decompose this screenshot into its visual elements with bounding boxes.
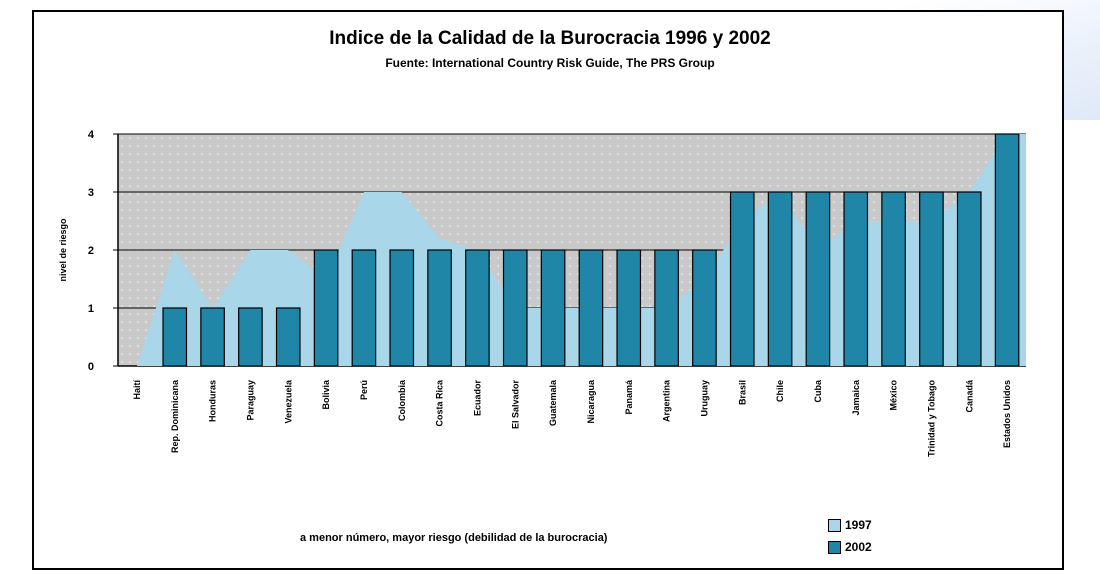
- legend-item-1997: 1997: [828, 514, 872, 536]
- legend-label-1997: 1997: [845, 518, 872, 532]
- bar-2002-20: [881, 191, 906, 367]
- legend-item-2002: 2002: [828, 536, 872, 558]
- bar-2002-9: [465, 249, 490, 367]
- x-tick-label-6: Perú: [359, 380, 369, 400]
- legend-swatch-1997: [828, 518, 841, 532]
- y-axis-label: nivel de riesgo: [58, 218, 68, 282]
- bar-2002-5: [313, 249, 339, 367]
- x-tick-label-15: Uruguay: [699, 380, 709, 417]
- x-tick-label-23: Estados Unidos: [1002, 380, 1012, 448]
- bar-2002-18: [805, 191, 831, 367]
- x-tick-label-22: Canadá: [964, 379, 974, 413]
- x-tick-label-0: Haití: [132, 380, 142, 400]
- bar-2002-10: [502, 249, 528, 367]
- y-tick-label-1: 1: [88, 303, 94, 315]
- y-tick-label-3: 3: [88, 187, 94, 199]
- bar-2002-22: [956, 191, 982, 367]
- x-tick-label-8: Costa Rica: [435, 379, 445, 427]
- x-tick-label-17: Chile: [775, 380, 785, 402]
- series-area-1997: [118, 134, 1026, 366]
- bar-2002-6: [351, 249, 377, 367]
- x-tick-label-7: Colombia: [397, 379, 407, 421]
- legend-label-2002: 2002: [845, 540, 872, 554]
- x-tick-label-18: Cuba: [813, 379, 823, 402]
- x-tick-label-10: El Salvador: [510, 380, 520, 430]
- bar-2002-19: [843, 191, 869, 367]
- y-tick-label-0: 0: [88, 361, 94, 373]
- x-tick-label-13: Panamá: [624, 379, 634, 415]
- y-tick-label-2: 2: [88, 245, 94, 257]
- y-tick-label-4: 4: [88, 129, 95, 141]
- bar-2002-21: [919, 191, 944, 367]
- bar-2002-2: [200, 307, 225, 367]
- x-tick-label-2: Honduras: [208, 380, 218, 422]
- x-tick-label-5: Bolivia: [321, 379, 331, 410]
- bar-2002-12: [578, 249, 604, 367]
- bar-2002-11: [540, 249, 566, 367]
- legend: 1997 2002: [828, 514, 872, 558]
- bar-2002-23: [994, 133, 1020, 367]
- legend-swatch-2002: [828, 540, 841, 554]
- bar-2002-3: [238, 307, 263, 367]
- x-tick-label-20: México: [889, 380, 899, 411]
- chart-title: Indice de la Calidad de la Burocracia 19…: [329, 28, 771, 49]
- chart-subtitle: Fuente: International Country Risk Guide…: [385, 56, 715, 70]
- x-tick-label-1: Rep. Dominicana: [170, 379, 180, 453]
- x-tick-label-9: Ecuador: [472, 380, 482, 417]
- x-tick-label-19: Jamaica: [851, 379, 861, 416]
- x-tick-label-11: Guatemala: [548, 379, 558, 426]
- x-tick-label-14: Argentina: [662, 379, 672, 422]
- bar-2002-8: [427, 249, 452, 367]
- x-tick-label-3: Paraguay: [245, 380, 255, 421]
- x-tick-label-16: Brasil: [737, 380, 747, 405]
- bar-2002-17: [767, 191, 793, 367]
- bar-2002-7: [389, 249, 415, 367]
- bar-2002-13: [616, 249, 642, 367]
- x-axis-note: a menor número, mayor riesgo (debilidad …: [300, 532, 608, 544]
- x-tick-label-21: Trinidad y Tobago: [926, 380, 936, 457]
- bar-2002-15: [692, 249, 717, 367]
- x-tick-label-4: Venezuela: [283, 379, 293, 424]
- bar-2002-1: [162, 307, 188, 367]
- bar-2002-14: [654, 249, 679, 367]
- x-tick-label-12: Nicaragua: [586, 379, 596, 424]
- bar-2002-4: [275, 307, 301, 367]
- bar-2002-16: [729, 191, 755, 367]
